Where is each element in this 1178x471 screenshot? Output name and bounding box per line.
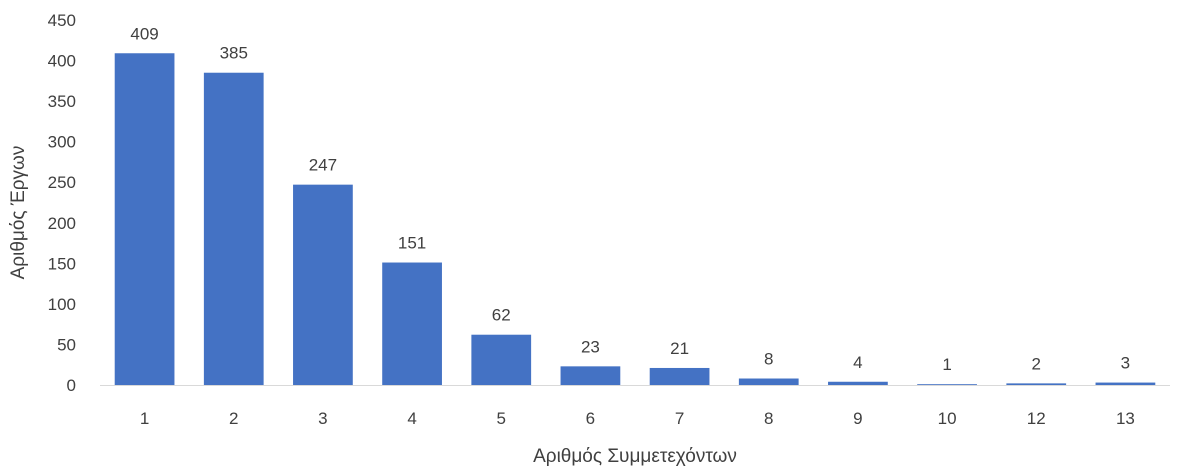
x-tick-label: 7 xyxy=(675,409,684,428)
x-tick-label: 4 xyxy=(407,409,416,428)
x-tick-label: 8 xyxy=(764,409,773,428)
x-tick-label: 1 xyxy=(140,409,149,428)
y-tick-label: 150 xyxy=(48,254,76,273)
x-tick-label: 9 xyxy=(853,409,862,428)
bar xyxy=(114,53,175,385)
bar xyxy=(382,262,442,385)
bar xyxy=(560,366,621,385)
x-tick-label: 12 xyxy=(1027,409,1046,428)
bar-value-label: 2 xyxy=(1032,354,1041,373)
y-tick-label: 300 xyxy=(48,133,76,152)
y-tick-label: 100 xyxy=(48,295,76,314)
bar-value-label: 3 xyxy=(1121,354,1130,373)
x-tick-label: 5 xyxy=(497,409,506,428)
bar xyxy=(293,184,353,385)
y-axis-ticks: 0 50 100 150 200 250 300 350 400 450 xyxy=(48,11,76,395)
bar-value-label: 409 xyxy=(130,24,158,43)
y-tick-label: 200 xyxy=(48,214,76,233)
bar xyxy=(649,367,710,385)
bar xyxy=(738,378,799,385)
y-tick-label: 0 xyxy=(67,376,76,395)
bar xyxy=(1006,383,1067,385)
x-tick-label: 2 xyxy=(229,409,238,428)
bar-value-label: 247 xyxy=(309,156,337,175)
y-tick-label: 250 xyxy=(48,173,76,192)
y-tick-label: 50 xyxy=(57,335,76,354)
y-tick-label: 450 xyxy=(48,11,76,30)
bar-value-label: 4 xyxy=(853,353,862,372)
bar-value-label: 23 xyxy=(581,337,600,356)
y-tick-label: 350 xyxy=(48,92,76,111)
bar xyxy=(203,72,264,385)
bar xyxy=(917,384,977,385)
bar xyxy=(1095,382,1156,385)
bar-value-label: 1 xyxy=(942,355,951,374)
bar-value-label: 385 xyxy=(220,44,248,63)
x-tick-label: 6 xyxy=(586,409,595,428)
x-axis-ticks: 1 2 3 4 5 6 7 8 9 10 12 13 xyxy=(140,409,1135,428)
x-tick-label: 10 xyxy=(938,409,957,428)
x-tick-label: 3 xyxy=(318,409,327,428)
bar-series xyxy=(114,53,1156,385)
bar-value-label: 62 xyxy=(492,306,511,325)
bar-value-label: 151 xyxy=(398,234,426,253)
bar xyxy=(828,381,888,385)
bar-value-label: 21 xyxy=(670,339,689,358)
bar xyxy=(471,334,532,385)
y-tick-label: 400 xyxy=(48,52,76,71)
x-tick-label: 13 xyxy=(1116,409,1135,428)
x-axis-title: Αριθμός Συμμετεχόντων xyxy=(533,446,737,467)
y-axis-title: Αριθμός Έργων xyxy=(8,146,29,280)
bar-value-label: 8 xyxy=(764,350,773,369)
